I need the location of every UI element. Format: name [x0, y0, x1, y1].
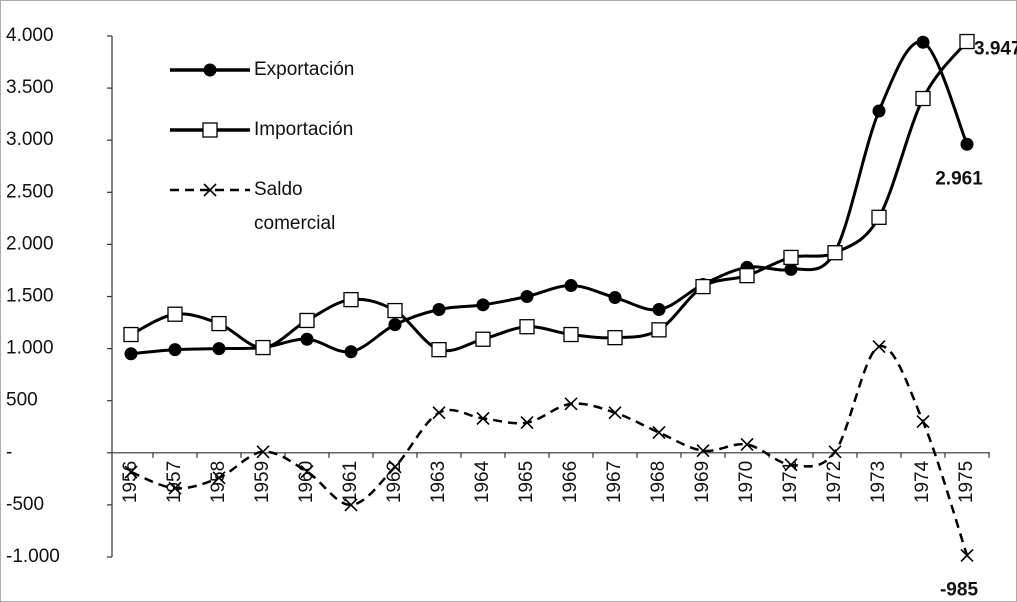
point	[784, 262, 798, 276]
point	[124, 465, 138, 479]
y-tick-label: -500	[6, 494, 44, 515]
x-tick-label: 1973	[868, 461, 889, 503]
x-tick-label: 1975	[956, 461, 977, 503]
point	[916, 35, 930, 49]
x-tick-label: 1964	[472, 460, 493, 503]
point	[168, 343, 182, 357]
point	[387, 302, 403, 319]
data-label: 2.961	[935, 168, 983, 189]
point	[388, 318, 402, 332]
point	[827, 245, 843, 261]
point	[212, 342, 226, 356]
legend-label: Importación	[254, 119, 353, 140]
point	[959, 33, 975, 50]
point	[652, 425, 666, 440]
point	[564, 397, 578, 411]
x-tick-label: 1970	[736, 461, 757, 503]
x-tick-label: 1956	[120, 461, 141, 503]
point	[872, 339, 886, 354]
point	[124, 347, 138, 361]
series-line	[130, 40, 969, 353]
x-tick-label: 1968	[648, 461, 669, 503]
point	[564, 279, 578, 293]
point	[476, 298, 490, 312]
point	[520, 290, 534, 303]
y-tick-label: -1.000	[6, 546, 60, 567]
x-tick-label: 1966	[560, 461, 581, 503]
legend-label: Saldo comercial	[254, 179, 335, 234]
point	[168, 481, 182, 495]
point	[431, 341, 447, 358]
x-tick-label: 1957	[164, 461, 185, 503]
point	[211, 315, 227, 332]
y-tick-label: 3.000	[6, 129, 54, 150]
point	[388, 460, 402, 474]
point	[916, 414, 930, 429]
point	[256, 445, 270, 459]
point	[783, 249, 799, 266]
point	[740, 437, 754, 452]
point	[871, 209, 887, 225]
x-tick-label: 1958	[208, 461, 229, 503]
point	[915, 90, 931, 107]
point	[475, 331, 491, 347]
point	[476, 411, 490, 425]
legend-marker	[203, 63, 217, 77]
y-tick-label: 500	[6, 390, 38, 411]
point	[652, 303, 666, 317]
point	[696, 444, 710, 458]
x-tick-label: 1972	[824, 461, 845, 503]
data-label: -985	[940, 579, 978, 600]
point	[607, 330, 623, 346]
y-tick-label: 3.500	[6, 77, 54, 98]
point	[212, 471, 226, 485]
point	[344, 498, 358, 512]
y-tick-label: -	[6, 442, 12, 463]
legend-marker	[203, 183, 217, 197]
point	[828, 445, 842, 459]
point	[651, 322, 667, 338]
point	[343, 291, 359, 308]
point	[695, 278, 711, 295]
point	[739, 268, 755, 284]
series-line	[130, 345, 969, 556]
x-tick-label: 1967	[604, 461, 625, 503]
point	[123, 326, 139, 343]
point	[432, 303, 446, 317]
point	[167, 306, 183, 322]
x-tick-label: 1963	[428, 461, 449, 503]
point	[255, 339, 271, 356]
point	[872, 104, 886, 118]
legend-label: Exportación	[254, 59, 354, 80]
point	[520, 416, 534, 430]
y-tick-label: 1.500	[6, 286, 54, 307]
x-tick-label: 1959	[252, 461, 273, 503]
point	[300, 332, 314, 346]
legend-marker	[202, 122, 218, 138]
x-tick-label: 1969	[692, 461, 713, 503]
point	[344, 345, 358, 359]
x-tick-label: 1960	[296, 461, 317, 503]
point	[784, 458, 798, 472]
point	[960, 137, 974, 151]
point	[563, 326, 579, 343]
x-tick-label: 1965	[516, 461, 537, 503]
point	[519, 319, 535, 335]
x-tick-label: 1961	[340, 461, 361, 503]
point	[300, 464, 314, 479]
y-tick-label: 2.000	[6, 233, 54, 254]
y-tick-label: 2.500	[6, 181, 54, 202]
data-label: 3.947	[974, 39, 1017, 60]
point	[299, 312, 315, 329]
point	[608, 291, 622, 305]
x-tick-label: 1974	[912, 460, 933, 503]
point	[960, 548, 974, 563]
y-tick-label: 1.000	[6, 338, 54, 359]
y-tick-label: 4.000	[6, 25, 54, 46]
x-tick-label: 1971	[780, 461, 801, 503]
point	[608, 406, 622, 420]
point	[432, 406, 446, 420]
